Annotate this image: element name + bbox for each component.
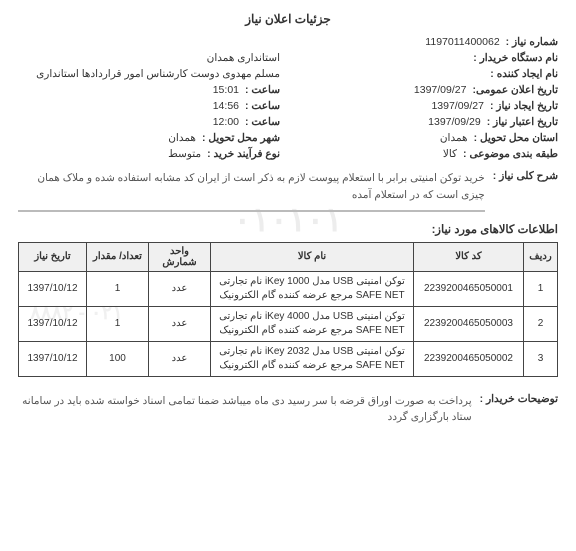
org-value: استانداری همدان	[207, 52, 280, 64]
table-row: 12239200465050001توکن امنیتی USB مدل iKe…	[19, 271, 558, 306]
cell-unit: عدد	[149, 306, 211, 341]
subject-class-label: طبقه بندی موضوعی :	[463, 148, 558, 160]
valid-time-label: ساعت :	[245, 116, 280, 128]
cell-qty: 100	[87, 341, 149, 376]
table-row: 32239200465050002توکن امنیتی USB مدل iKe…	[19, 341, 558, 376]
th-qty: تعداد/ مقدار	[87, 242, 149, 271]
th-date: تاریخ نیاز	[19, 242, 87, 271]
process-label: نوع فرآیند خرید :	[207, 148, 280, 160]
th-name: نام کالا	[211, 242, 414, 271]
cell-date: 1397/10/12	[19, 341, 87, 376]
cell-unit: عدد	[149, 341, 211, 376]
city-value: همدان	[168, 132, 196, 144]
th-unit: واحد شمارش	[149, 242, 211, 271]
process-value: متوسط	[168, 148, 201, 160]
cell-radif: 2	[524, 306, 558, 341]
valid-date-value: 1397/09/29	[428, 116, 481, 128]
desc-label: شرح کلی نیاز :	[493, 170, 558, 212]
cell-radif: 3	[524, 341, 558, 376]
cell-code: 2239200465050003	[414, 306, 524, 341]
creator-value: مسلم مهدوی دوست کارشناس امور قراردادها ا…	[36, 68, 280, 80]
cell-code: 2239200465050002	[414, 341, 524, 376]
public-date-value: 1397/09/27	[414, 84, 467, 96]
need-no-label: شماره نیاز :	[506, 36, 558, 48]
cell-qty: 1	[87, 271, 149, 306]
cell-code: 2239200465050001	[414, 271, 524, 306]
cell-date: 1397/10/12	[19, 271, 87, 306]
subject-class-value: کالا	[443, 148, 457, 160]
desc-value: خرید توکن امنیتی برابر با استعلام پیوست …	[18, 170, 485, 212]
creator-label: نام ایجاد کننده :	[490, 68, 558, 80]
footer-value: پرداخت به صورت اوراق قرضه با سر رسید دی …	[18, 393, 472, 427]
cell-name: توکن امنیتی USB مدل iKey 4000 نام تجارتی…	[211, 306, 414, 341]
public-time-value: 15:01	[213, 84, 239, 96]
cell-qty: 1	[87, 306, 149, 341]
province-label: استان محل تحویل :	[474, 132, 558, 144]
table-row: 22239200465050003توکن امنیتی USB مدل iKe…	[19, 306, 558, 341]
th-radif: ردیف	[524, 242, 558, 271]
need-no-value: 1197011400062	[425, 36, 499, 48]
items-section-title: اطلاعات کالاهای مورد نیاز:	[18, 222, 558, 236]
create-date-label: تاریخ ایجاد نیاز :	[490, 100, 558, 112]
info-grid: شماره نیاز : 1197011400062 نام دستگاه خر…	[18, 36, 558, 160]
cell-date: 1397/10/12	[19, 306, 87, 341]
items-table: ردیف کد کالا نام کالا واحد شمارش تعداد/ …	[18, 242, 558, 377]
valid-date-label: تاریخ اعتبار نیاز :	[487, 116, 558, 128]
valid-time-value: 12:00	[213, 116, 239, 128]
org-label: نام دستگاه خریدار :	[473, 52, 558, 64]
city-label: شهر محل تحویل :	[202, 132, 280, 144]
public-date-label: تاریخ اعلان عمومی:	[472, 84, 558, 96]
public-time-label: ساعت :	[245, 84, 280, 96]
cell-name: توکن امنیتی USB مدل iKey 2032 نام تجارتی…	[211, 341, 414, 376]
cell-radif: 1	[524, 271, 558, 306]
create-time-label: ساعت :	[245, 100, 280, 112]
create-date-value: 1397/09/27	[431, 100, 484, 112]
create-time-value: 14:56	[213, 100, 239, 112]
cell-unit: عدد	[149, 271, 211, 306]
footer-label: توضیحات خریدار :	[480, 393, 558, 427]
page-title: جزئیات اعلان نیاز	[18, 12, 558, 26]
province-value: همدان	[440, 132, 468, 144]
cell-name: توکن امنیتی USB مدل iKey 1000 نام تجارتی…	[211, 271, 414, 306]
th-code: کد کالا	[414, 242, 524, 271]
